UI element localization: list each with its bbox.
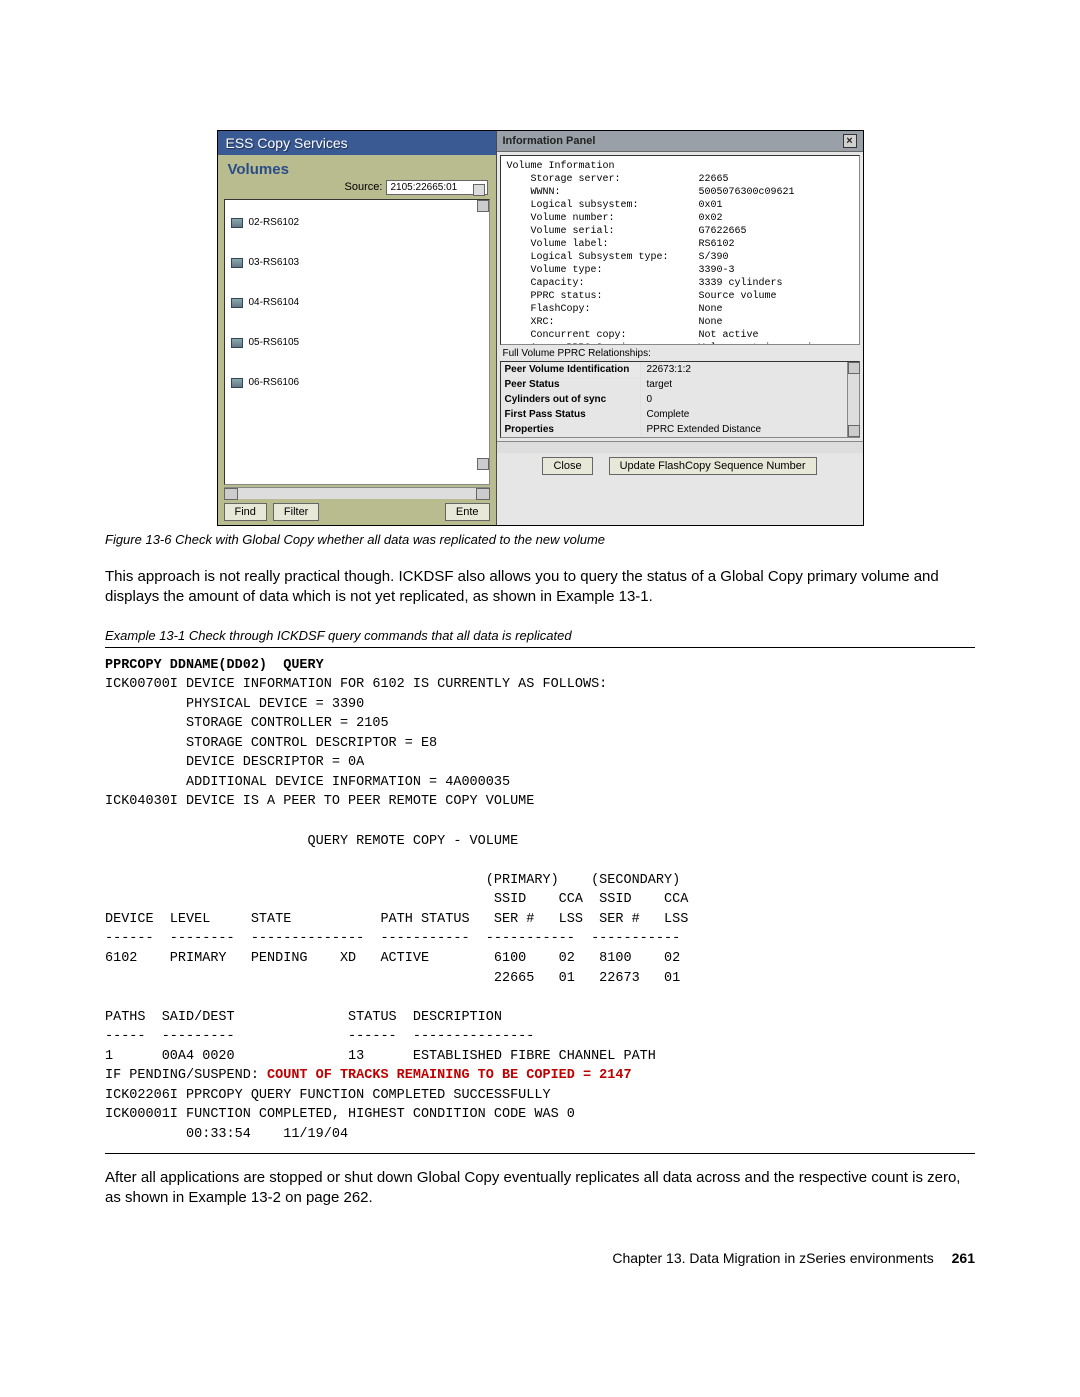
chapter-label: Chapter 13. Data Migration in zSeries en…: [612, 1250, 933, 1266]
disk-icon: [231, 378, 243, 388]
pprc-key: Peer Volume Identification: [501, 362, 641, 377]
source-label: Source:: [345, 181, 383, 193]
body-paragraph: After all applications are stopped or sh…: [105, 1168, 975, 1209]
pprc-val: 0: [641, 392, 859, 407]
page-footer: Chapter 13. Data Migration in zSeries en…: [105, 1250, 975, 1266]
info-panel-title: Information Panel: [503, 135, 596, 147]
left-pane: ESS Copy Services Volumes Source: 2105:2…: [218, 131, 496, 525]
pprc-val: target: [641, 377, 859, 392]
volume-list: 02-RS6102 03-RS6103 04-RS6104 05-RS6105 …: [224, 199, 490, 485]
volume-item[interactable]: 05-RS6105: [227, 322, 487, 360]
volume-item[interactable]: 04-RS6104: [227, 282, 487, 320]
example-caption: Example 13-1 Check through ICKDSF query …: [105, 628, 975, 643]
close-icon[interactable]: ×: [843, 134, 857, 148]
code-body-2: ICK02206I PPRCOPY QUERY FUNCTION COMPLET…: [105, 1088, 575, 1142]
disk-icon: [231, 218, 243, 228]
v-scrollbar[interactable]: [847, 362, 859, 437]
section-heading: Volumes: [218, 155, 496, 180]
volume-item[interactable]: 03-RS6103: [227, 242, 487, 280]
source-row: Source: 2105:22665:01: [218, 180, 496, 199]
code-block: PPRCOPY DDNAME(DD02) QUERY ICK00700I DEV…: [105, 656, 975, 1145]
code-bold-line: PPRCOPY DDNAME(DD02) QUERY: [105, 658, 324, 673]
pprc-key: Peer Status: [501, 377, 641, 392]
pprc-table: Peer Volume Identification22673:1:2 Peer…: [500, 361, 860, 438]
pprc-key: First Pass Status: [501, 407, 641, 422]
body-paragraph: This approach is not really practical th…: [105, 567, 975, 608]
info-panel: Information Panel × Volume Information S…: [496, 131, 863, 525]
close-button[interactable]: Close: [542, 457, 592, 475]
pprc-val: Complete: [641, 407, 859, 422]
update-flashcopy-button[interactable]: Update FlashCopy Sequence Number: [609, 457, 817, 475]
filter-button[interactable]: Filter: [273, 503, 319, 521]
divider: [105, 647, 975, 648]
scroll-down-icon[interactable]: [848, 425, 860, 437]
pprc-key: Cylinders out of sync: [501, 392, 641, 407]
volume-item[interactable]: 02-RS6102: [227, 202, 487, 240]
code-red-highlight: COUNT OF TRACKS REMAINING TO BE COPIED =…: [267, 1068, 632, 1083]
disk-icon: [231, 298, 243, 308]
pprc-key: Properties: [501, 422, 641, 437]
enter-button[interactable]: Ente: [445, 503, 490, 521]
code-pending-prefix: IF PENDING/SUSPEND:: [105, 1068, 267, 1083]
pprc-val: 22673:1:2: [641, 362, 859, 377]
h-scrollbar[interactable]: [497, 441, 863, 453]
pprc-relationships-label: Full Volume PPRC Relationships:: [497, 348, 863, 359]
pprc-val: PPRC Extended Distance: [641, 422, 859, 437]
scroll-up-icon[interactable]: [477, 200, 489, 212]
page-number: 261: [952, 1250, 975, 1266]
code-body-1: ICK00700I DEVICE INFORMATION FOR 6102 IS…: [105, 677, 688, 1064]
find-button[interactable]: Find: [224, 503, 267, 521]
ess-screenshot: ESS Copy Services Volumes Source: 2105:2…: [217, 130, 864, 526]
scroll-up-icon[interactable]: [848, 362, 860, 374]
volume-item[interactable]: 06-RS6106: [227, 362, 487, 400]
source-dropdown[interactable]: 2105:22665:01: [386, 180, 488, 195]
divider: [105, 1153, 975, 1154]
disk-icon: [231, 338, 243, 348]
app-title: ESS Copy Services: [218, 131, 496, 155]
volume-information-text: Volume Information Storage server: 22665…: [500, 155, 860, 345]
figure-caption: Figure 13-6 Check with Global Copy wheth…: [105, 532, 975, 547]
h-scrollbar[interactable]: [224, 487, 490, 499]
disk-icon: [231, 258, 243, 268]
scroll-down-icon[interactable]: [477, 458, 489, 470]
